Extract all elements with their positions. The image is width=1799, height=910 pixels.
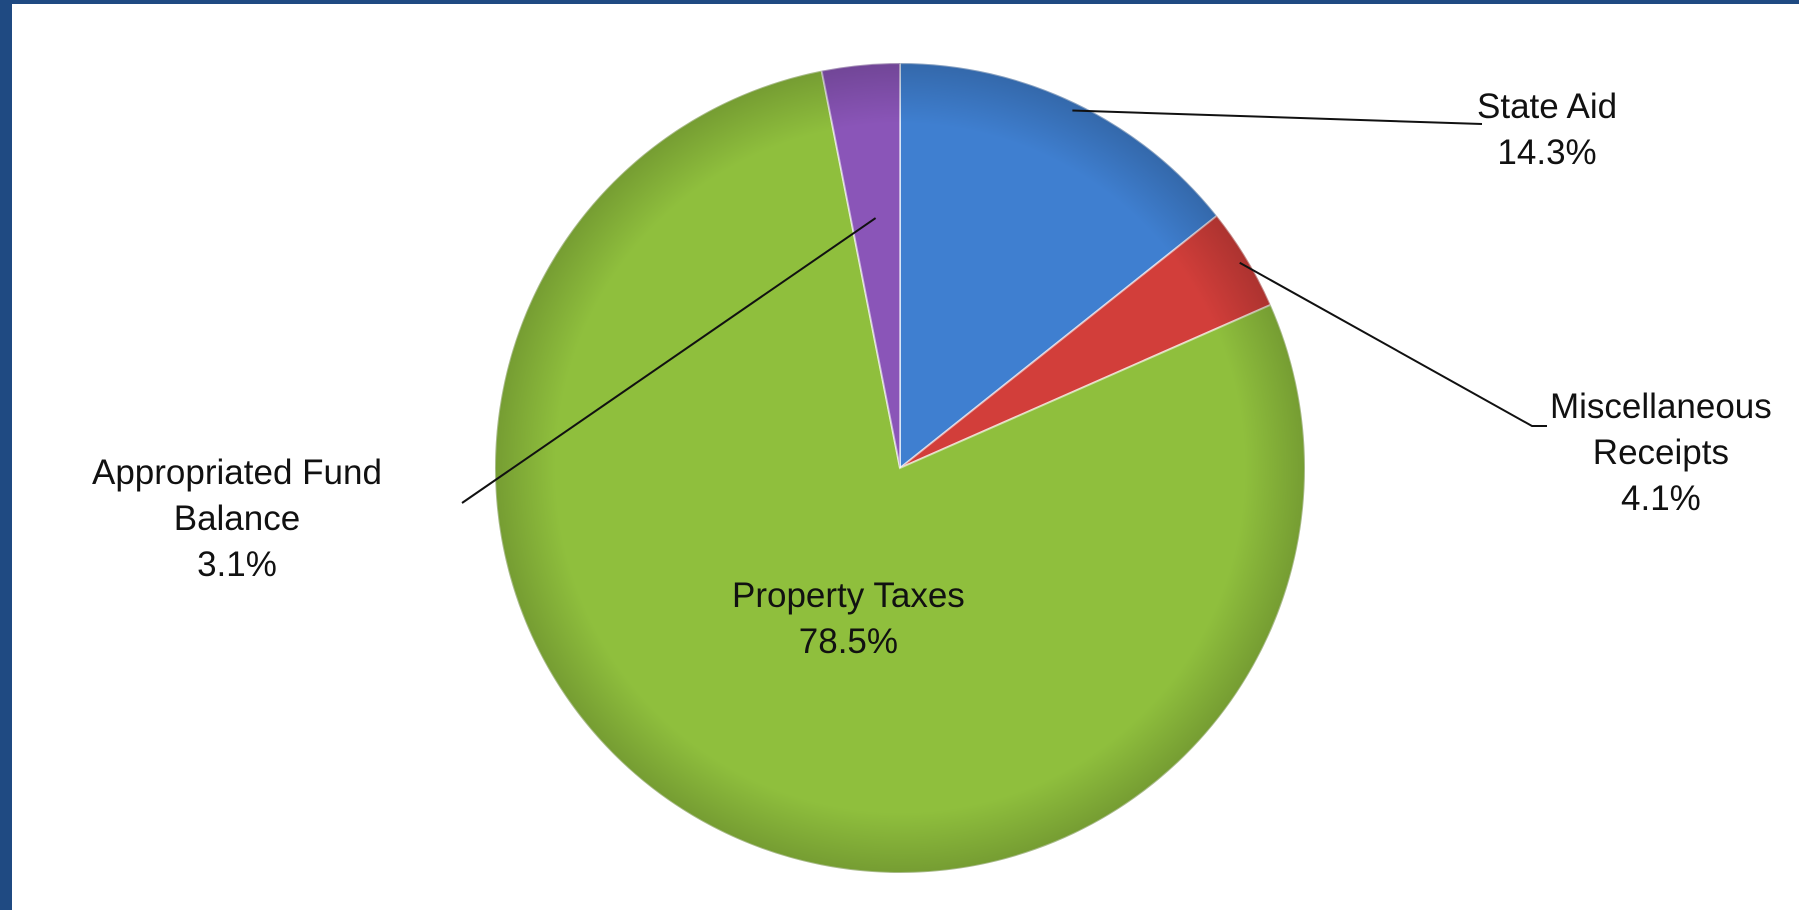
label-fund-name-1: Appropriated Fund — [92, 453, 382, 492]
label-property-taxes: Property Taxes 78.5% — [732, 573, 965, 665]
label-misc-name-1: Miscellaneous — [1550, 387, 1772, 426]
label-state-aid-percent: 14.3% — [1497, 133, 1597, 172]
label-fund-name-2: Balance — [173, 499, 301, 538]
label-state-aid: State Aid 14.3% — [1477, 84, 1617, 176]
label-fund-balance: Appropriated Fund Balance 3.1% — [92, 450, 382, 588]
label-state-aid-name: State Aid — [1477, 87, 1618, 126]
leader-line-misc-receipts — [1239, 261, 1547, 427]
chart-area: State Aid 14.3% Miscellaneous Receipts 4… — [12, 4, 1799, 910]
leader-line-state-aid — [1072, 109, 1483, 125]
label-fund-percent: 3.1% — [197, 545, 277, 584]
label-misc-percent: 4.1% — [1621, 479, 1701, 518]
leader-line-fund-balance — [461, 217, 877, 504]
label-property-percent: 78.5% — [798, 622, 899, 661]
label-misc-receipts: Miscellaneous Receipts 4.1% — [1550, 384, 1772, 522]
label-property-name: Property Taxes — [732, 576, 965, 615]
label-misc-name-2: Receipts — [1592, 433, 1729, 472]
